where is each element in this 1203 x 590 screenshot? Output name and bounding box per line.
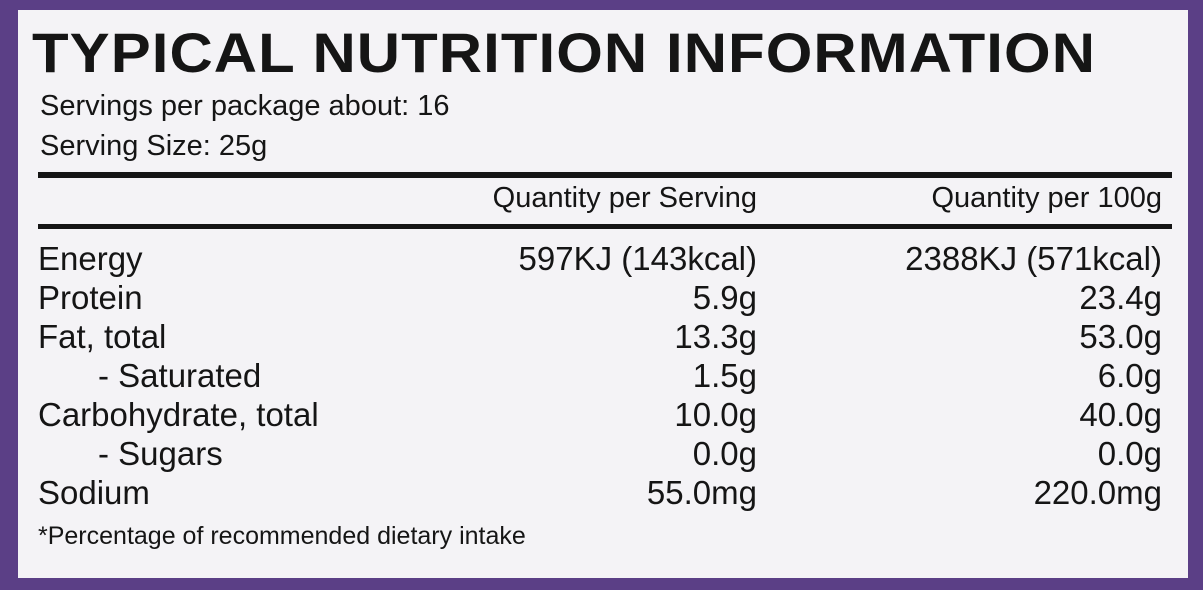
serving-size: Serving Size: 25g [40, 130, 268, 162]
nutrient-value: 1.5g [692, 357, 757, 394]
nutrient-value: 220.0mg [1033, 474, 1162, 511]
nutrient-value: 0.0g [692, 435, 757, 472]
table-row: Sodium 55.0mg 220.0mg [38, 474, 1162, 513]
nutrient-value: 5.9g [692, 279, 757, 316]
nutrient-name: - Sugars [98, 435, 223, 472]
rule [38, 172, 1172, 178]
table-header: Quantity per Serving Quantity per 100g [38, 182, 1162, 221]
table-row: Fat, total 13.3g 53.0g [38, 318, 1162, 357]
table-row: - Saturated 1.5g 6.0g [38, 357, 1162, 396]
column-header: Quantity per Serving [492, 182, 757, 214]
title: TYPICAL NUTRITION INFORMATION [32, 21, 1097, 84]
nutrient-name: Fat, total [38, 318, 167, 355]
nutrient-name: Energy [38, 240, 143, 277]
nutrient-value: 2388KJ (571kcal) [905, 240, 1162, 277]
nutrient-name: - Saturated [98, 357, 262, 394]
nutrient-name: Carbohydrate, total [38, 396, 319, 433]
table-row: Carbohydrate, total 10.0g 40.0g [38, 396, 1162, 435]
nutrient-value: 0.0g [1097, 435, 1162, 472]
servings: Servings per package about: 16 [40, 90, 450, 122]
table-row: - Sugars 0.0g 0.0g [38, 435, 1162, 474]
nutrient-value: 53.0g [1079, 318, 1162, 355]
nutrient-value: 40.0g [1079, 396, 1162, 433]
nutrition-panel: TYPICAL NUTRITION INFORMATION Servings p… [18, 10, 1188, 578]
rule [38, 224, 1172, 229]
table-row: Protein 5.9g 23.4g [38, 279, 1162, 318]
column-header: Quantity per 100g [931, 182, 1162, 214]
nutrient-value: 597KJ (143kcal) [518, 240, 757, 277]
nutrient-value: 55.0mg [646, 474, 757, 511]
nutrient-name: Protein [38, 279, 143, 316]
nutrient-value: 6.0g [1097, 357, 1162, 394]
table-row: Energy 597KJ (143kcal) 2388KJ (571kcal) [38, 240, 1162, 279]
footnote: *Percentage of recommended dietary intak… [38, 522, 526, 550]
nutrient-value: 10.0g [674, 396, 757, 433]
nutrient-value: 13.3g [674, 318, 757, 355]
nutrient-name: Sodium [38, 474, 150, 511]
nutrient-value: 23.4g [1079, 279, 1162, 316]
